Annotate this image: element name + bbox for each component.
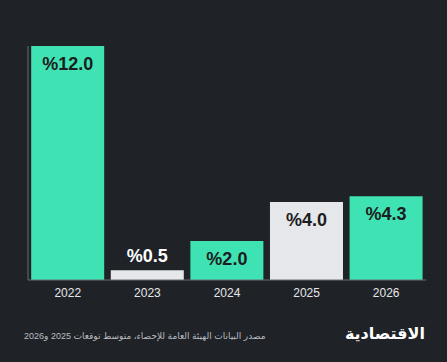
html-text:مصدر البيانات الهيئة العامة لل: مصدر البيانات الهيئة العامة للإحصاء، متو… [24,331,266,341]
svg-text:2022: 2022 [54,286,81,300]
svg-text:2025: 2025 [293,286,320,300]
html-text:الاقتصادية: الاقتصادية [344,325,425,342]
svg-text:2023: 2023 [134,286,161,300]
svg-text:%4.0: %4.0 [286,210,327,230]
svg-text:%12.0: %12.0 [42,54,93,74]
svg-text:%4.3: %4.3 [366,204,407,224]
svg-text:2024: 2024 [214,286,241,300]
svg-text:%0.5: %0.5 [127,246,168,266]
svg-text:2026: 2026 [373,286,400,300]
svg-text:%2.0: %2.0 [206,249,247,269]
